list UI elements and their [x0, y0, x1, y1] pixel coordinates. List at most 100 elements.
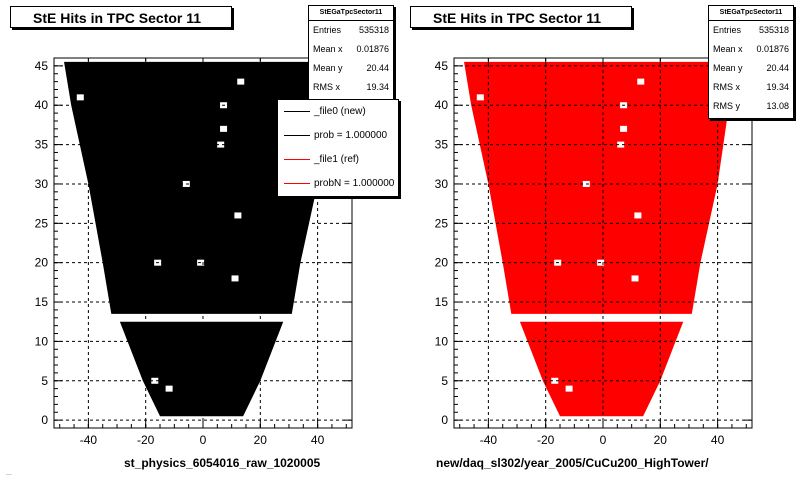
plot-svg-right: -40 -20 0 20 40 0 5 10 15 20 25 30 35 40 45	[435, 57, 753, 447]
stats-label: Mean x	[313, 44, 343, 54]
stats-label: Mean y	[713, 63, 743, 73]
stats-value: 0.01876	[756, 44, 789, 54]
empty-pad	[76, 94, 84, 101]
stats-value: 19.34	[766, 82, 789, 92]
x-tick-label: 0	[200, 433, 207, 447]
y-tick-label: 0	[441, 413, 448, 427]
x-tick-label: 0	[600, 433, 607, 447]
legend-box: _file0 (new) prob = 1.000000 _file1 (ref…	[277, 99, 399, 197]
legend-item: probN = 1.000000	[278, 172, 398, 196]
stats-label: RMS x	[713, 82, 740, 92]
y-tick-label: 45	[35, 59, 49, 73]
empty-pad	[165, 385, 173, 392]
y-tick-label: 30	[35, 177, 49, 191]
stats-value: 20.44	[366, 63, 389, 73]
legend-line-ref	[284, 159, 310, 160]
stats-label: Entries	[313, 25, 342, 35]
plot-title-left: StE Hits in TPC Sector 11	[10, 6, 232, 28]
y-tick-label: 40	[35, 98, 49, 112]
y-tick-label: 40	[435, 98, 449, 112]
y-tick-label: 5	[441, 374, 448, 388]
stats-row: RMS x 19.34	[309, 78, 393, 97]
stats-label: Mean y	[313, 63, 343, 73]
legend-label: _file0 (new)	[314, 106, 366, 117]
empty-pad	[565, 385, 573, 392]
stats-row: RMS x 19.34	[709, 78, 793, 97]
y-tick-label: 10	[435, 334, 449, 348]
stats-box-left: StEGaTpcSector11 Entries 535318 Mean x 0.0…	[308, 5, 394, 100]
legend-item: _file0 (new)	[278, 100, 398, 124]
x-tick-label: -20	[137, 433, 155, 447]
x-tick-label: 20	[654, 433, 668, 447]
legend-label: _file1 (ref)	[314, 154, 360, 165]
empty-pad	[220, 125, 228, 132]
empty-pad	[151, 377, 159, 384]
empty-pad	[237, 78, 245, 85]
stats-row: Mean x 0.01876	[309, 40, 393, 59]
stats-row: Mean x 0.01876	[709, 40, 793, 59]
stats-row: Mean y 20.44	[709, 59, 793, 78]
empty-pad	[634, 212, 642, 219]
hit-region-upper	[464, 61, 742, 314]
stats-value: 20.44	[766, 63, 789, 73]
y-tick-label: 10	[35, 334, 49, 348]
stats-row: Mean y 20.44	[309, 59, 393, 78]
stats-value: 0.01876	[356, 44, 389, 54]
y-tick-label: 30	[435, 177, 449, 191]
y-tick-label: 25	[35, 216, 49, 230]
empty-pad	[217, 141, 225, 148]
stats-value: 535318	[358, 25, 389, 35]
x-tick-label: 40	[711, 433, 725, 447]
y-tick-label: 45	[435, 59, 449, 73]
y-tick-label: 20	[35, 256, 49, 270]
stats-value: 535318	[758, 25, 789, 35]
hit-region-lower	[119, 321, 284, 417]
empty-pad	[551, 377, 559, 384]
empty-pad	[637, 78, 645, 85]
y-tick-label: 5	[41, 374, 48, 388]
plot-svg-left: -40 -20 0 20 40 0 5 10 15 20 25 30 35 40 45	[35, 57, 353, 447]
x-tick-label: -40	[80, 433, 98, 447]
stats-header-right: StEGaTpcSector11	[709, 6, 793, 21]
stats-row: Entries 535318	[309, 21, 393, 40]
stats-row: RMS y 13.08	[709, 97, 793, 116]
stats-box-right: StEGaTpcSector11 Entries 535318 Mean x 0.0…	[708, 5, 794, 119]
y-tick-label: 15	[35, 295, 49, 309]
empty-pad	[231, 275, 239, 282]
x-tick-label: -40	[480, 433, 498, 447]
y-tick-label: 35	[35, 138, 49, 152]
y-tick-label: 20	[435, 256, 449, 270]
plot-panel-left: -40 -20 0 20 40 0 5 10 15 20 25 30 35 40 45 StE Hits i…	[10, 5, 399, 470]
y-tick-label: 15	[435, 295, 449, 309]
legend-label: probN = 1.000000	[314, 178, 395, 189]
legend-line-prob	[284, 135, 310, 136]
plot-title-right: StE Hits in TPC Sector 11	[410, 6, 632, 28]
empty-pad	[617, 141, 625, 148]
stats-label: Entries	[713, 25, 742, 35]
y-tick-label: 25	[435, 216, 449, 230]
stats-header-left: StEGaTpcSector11	[309, 6, 393, 21]
legend-item: prob = 1.000000	[278, 124, 398, 148]
stats-label: RMS x	[313, 82, 340, 92]
x-caption-left: st_physics_6054016_raw_1020005	[124, 456, 321, 470]
stats-label: Mean x	[713, 44, 743, 54]
x-tick-label: 20	[254, 433, 268, 447]
legend-label: prob = 1.000000	[314, 130, 388, 141]
empty-pad	[631, 275, 639, 282]
stats-label: RMS y	[713, 101, 740, 111]
empty-pad	[620, 125, 628, 132]
legend-item: _file1 (ref)	[278, 148, 398, 172]
plot-panel-right: -40 -20 0 20 40 0 5 10 15 20 25 30 35 40 45 StE Hits i…	[400, 0, 800, 480]
empty-pad	[476, 94, 484, 101]
x-caption-right: new/daq_sl302/year_2005/CuCu200_HighTowe…	[436, 456, 709, 470]
empty-pad	[234, 212, 242, 219]
footer-text: ...	[6, 470, 12, 477]
stats-row: Entries 535318	[709, 21, 793, 40]
x-tick-label: -20	[537, 433, 555, 447]
stats-value: 13.08	[766, 101, 789, 111]
legend-line-new	[284, 111, 310, 112]
legend-line-probn	[284, 183, 310, 184]
x-tick-label: 40	[311, 433, 325, 447]
stats-value: 19.34	[366, 82, 389, 92]
hit-region-lower	[519, 321, 684, 417]
